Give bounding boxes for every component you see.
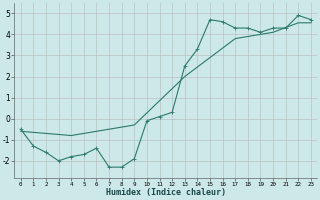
X-axis label: Humidex (Indice chaleur): Humidex (Indice chaleur) (106, 188, 226, 197)
